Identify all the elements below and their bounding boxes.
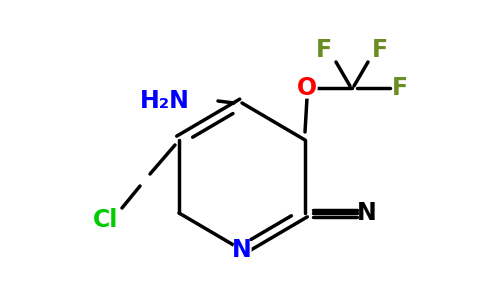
Text: N: N bbox=[232, 238, 252, 262]
Text: Cl: Cl bbox=[93, 208, 119, 232]
Text: O: O bbox=[297, 76, 317, 100]
Circle shape bbox=[297, 78, 317, 98]
Text: N: N bbox=[357, 201, 377, 225]
Text: F: F bbox=[372, 38, 388, 62]
Text: F: F bbox=[392, 76, 408, 100]
Text: F: F bbox=[316, 38, 332, 62]
Circle shape bbox=[233, 241, 251, 259]
Text: H₂N: H₂N bbox=[140, 89, 190, 113]
